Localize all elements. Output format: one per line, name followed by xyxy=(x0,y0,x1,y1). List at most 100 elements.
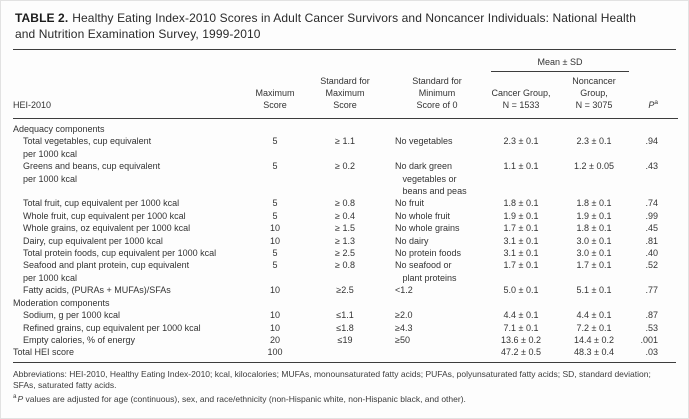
cell-component-label: Dairy, cup equivalent per 1000 kcal xyxy=(23,235,163,246)
cell-standard-minimum: No seafood or plant proteins xyxy=(395,260,457,283)
cell-standard-minimum xyxy=(387,119,487,136)
cell-noncancer-mean-sd: 1.8 ± 0.1 xyxy=(576,198,612,209)
cell-cancer-mean-sd: 1.9 ± 0.1 xyxy=(503,210,539,221)
cell-standard-maximum: ≤1.8 xyxy=(336,322,354,333)
cell-cancer-mean-sd: 3.1 ± 0.1 xyxy=(503,248,539,259)
cell-standard-maximum xyxy=(303,346,387,358)
cell-standard-maximum: ≥ 0.2 xyxy=(335,161,355,172)
table-row: Dairy, cup equivalent per 1000 kcal 10 ≥… xyxy=(13,235,678,247)
cell-standard-minimum xyxy=(387,346,487,358)
cell-noncancer-mean-sd: 5.1 ± 0.1 xyxy=(576,285,612,296)
col-header-standard-minimum: Standard for Minimum Score of 0 xyxy=(387,72,487,119)
cell-noncancer-mean-sd xyxy=(555,297,633,309)
cell-standard-maximum: ≤19 xyxy=(337,334,353,345)
cell-p-value: .52 xyxy=(645,260,658,271)
cell-component-label: Whole grains, oz equivalent per 1000 kca… xyxy=(23,223,191,234)
cell-maximum-score: 5 xyxy=(272,210,278,221)
p-value-note: aP values are adjusted for age (continuo… xyxy=(13,391,674,405)
cell-p-value: .74 xyxy=(645,198,658,209)
cell-cancer-mean-sd: 1.7 ± 0.1 xyxy=(503,260,539,271)
table-footnotes: Abbreviations: HEI-2010, Healthy Eating … xyxy=(13,369,674,405)
cell-maximum-score: 5 xyxy=(272,260,278,271)
table-header: Mean ± SD HEI-2010 Maximum Score Standar… xyxy=(13,50,678,119)
cell-maximum-score: 5 xyxy=(272,136,278,147)
cell-component-label: Whole fruit, cup equivalent per 1000 kca… xyxy=(23,210,186,221)
col-header-noncancer-group: Noncancer Group, N = 3075 xyxy=(555,72,633,119)
cell-p-value: .001 xyxy=(640,334,658,345)
cell-standard-maximum: ≥ 2.5 xyxy=(335,248,355,259)
cell-component-label: Adequacy components xyxy=(13,124,105,134)
table-row: Total protein foods, cup equivalent per … xyxy=(13,247,678,259)
cell-cancer-mean-sd: 1.1 ± 0.1 xyxy=(503,161,539,172)
cell-component-label: Fatty acids, (PURAs + MUFAs)/SFAs xyxy=(23,285,171,296)
table-row: Total vegetables, cup equivalent per 100… xyxy=(13,135,678,160)
cell-cancer-mean-sd xyxy=(487,297,555,309)
table-figure: TABLE 2. Healthy Eating Index-2010 Scores… xyxy=(1,1,688,405)
cell-component-label: Refined grains, cup equivalent per 1000 … xyxy=(23,322,201,333)
cell-standard-maximum: ≥ 0.4 xyxy=(335,210,355,221)
abbreviations-note: Abbreviations: HEI-2010, Healthy Eating … xyxy=(13,368,651,390)
cell-component-label: Seafood and plant protein, cup equivalen… xyxy=(23,260,190,283)
cell-component-label: Moderation components xyxy=(13,297,110,308)
cell-p-value: .53 xyxy=(645,322,658,333)
cell-noncancer-mean-sd xyxy=(555,119,633,136)
spanner-spacer-right xyxy=(633,50,678,72)
cell-maximum-score: 10 xyxy=(269,310,280,321)
cell-p-value: .94 xyxy=(645,136,658,147)
cell-component-label: Sodium, g per 1000 kcal xyxy=(23,310,121,321)
cell-cancer-mean-sd: 1.7 ± 0.1 xyxy=(503,223,539,234)
col-header-cancer-group: Cancer Group, N = 1533 xyxy=(487,72,555,119)
mean-sd-spanner-cell: Mean ± SD xyxy=(487,50,633,72)
cell-noncancer-mean-sd: 1.7 ± 0.1 xyxy=(576,260,612,271)
table-row: Seafood and plant protein, cup equivalen… xyxy=(13,259,678,284)
cell-standard-maximum xyxy=(303,119,387,136)
table-row: Sodium, g per 1000 kcal 10 ≤1.1 ≥2.0 4.4… xyxy=(13,309,678,321)
cell-p-value xyxy=(633,119,678,136)
cell-maximum-score: 5 xyxy=(272,161,278,172)
cell-maximum-score: 5 xyxy=(272,198,278,209)
cell-cancer-mean-sd: 1.8 ± 0.1 xyxy=(503,198,539,209)
cell-noncancer-mean-sd: 1.2 ± 0.05 xyxy=(574,161,614,172)
cell-maximum-score xyxy=(247,119,303,136)
spanner-row: Mean ± SD xyxy=(13,50,678,72)
cell-standard-minimum: ≥4.3 xyxy=(395,322,413,333)
cell-standard-maximum: ≥ 0.8 xyxy=(335,260,355,271)
footnote-marker-a: a xyxy=(13,393,17,401)
cell-standard-minimum: No fruit xyxy=(395,198,425,209)
cell-standard-maximum xyxy=(303,297,387,309)
col-header-hei2010: HEI-2010 xyxy=(13,72,247,119)
cell-standard-minimum: ≥50 xyxy=(395,334,410,345)
cell-component-label: Total protein foods, cup equivalent per … xyxy=(23,248,217,259)
cell-component-label: Greens and beans, cup equivalent per 100… xyxy=(23,161,161,184)
cell-standard-maximum: ≥ 0.8 xyxy=(335,198,355,209)
cell-component-label: Total fruit, cup equivalent per 1000 kca… xyxy=(23,198,180,209)
cell-cancer-mean-sd: 7.1 ± 0.1 xyxy=(503,322,539,333)
cell-standard-minimum: No protein foods xyxy=(395,248,462,259)
cell-noncancer-mean-sd: 4.4 ± 0.1 xyxy=(576,310,612,321)
cell-standard-minimum: No dark green vegetables or beans and pe… xyxy=(395,161,467,197)
table-number: TABLE 2. xyxy=(15,11,69,25)
p-note-text: values are adjusted for age (continuous)… xyxy=(23,393,466,404)
cell-standard-minimum: ≥2.0 xyxy=(395,310,413,321)
table-row: Greens and beans, cup equivalent per 100… xyxy=(13,160,678,197)
cell-noncancer-mean-sd: 1.8 ± 0.1 xyxy=(576,223,612,234)
table-body: Adequacy components Total vegetables, cu… xyxy=(13,119,678,359)
cell-maximum-score: 10 xyxy=(269,223,280,234)
cell-cancer-mean-sd: 4.4 ± 0.1 xyxy=(503,310,539,321)
cell-maximum-score: 20 xyxy=(269,334,280,345)
table-row: Moderation components xyxy=(13,297,678,309)
cell-standard-maximum: ≥ 1.3 xyxy=(335,235,355,246)
cell-maximum-score xyxy=(247,297,303,309)
cell-cancer-mean-sd: 3.1 ± 0.1 xyxy=(503,235,539,246)
cell-p-value: .45 xyxy=(645,223,658,234)
column-header-row: HEI-2010 Maximum Score Standard for Maxi… xyxy=(13,72,678,119)
cell-cancer-mean-sd: 5.0 ± 0.1 xyxy=(503,285,539,296)
col-header-maximum-score: Maximum Score xyxy=(247,72,303,119)
table-title: TABLE 2. Healthy Eating Index-2010 Scores… xyxy=(15,11,655,42)
table-row: Empty calories, % of energy 20 ≤19 ≥50 1… xyxy=(13,334,678,346)
cell-p-value: .03 xyxy=(645,347,658,358)
cell-p-value: .77 xyxy=(645,285,658,296)
cell-p-value xyxy=(633,297,678,309)
footer-divider xyxy=(13,361,676,363)
cell-standard-minimum: No vegetables xyxy=(395,136,453,147)
